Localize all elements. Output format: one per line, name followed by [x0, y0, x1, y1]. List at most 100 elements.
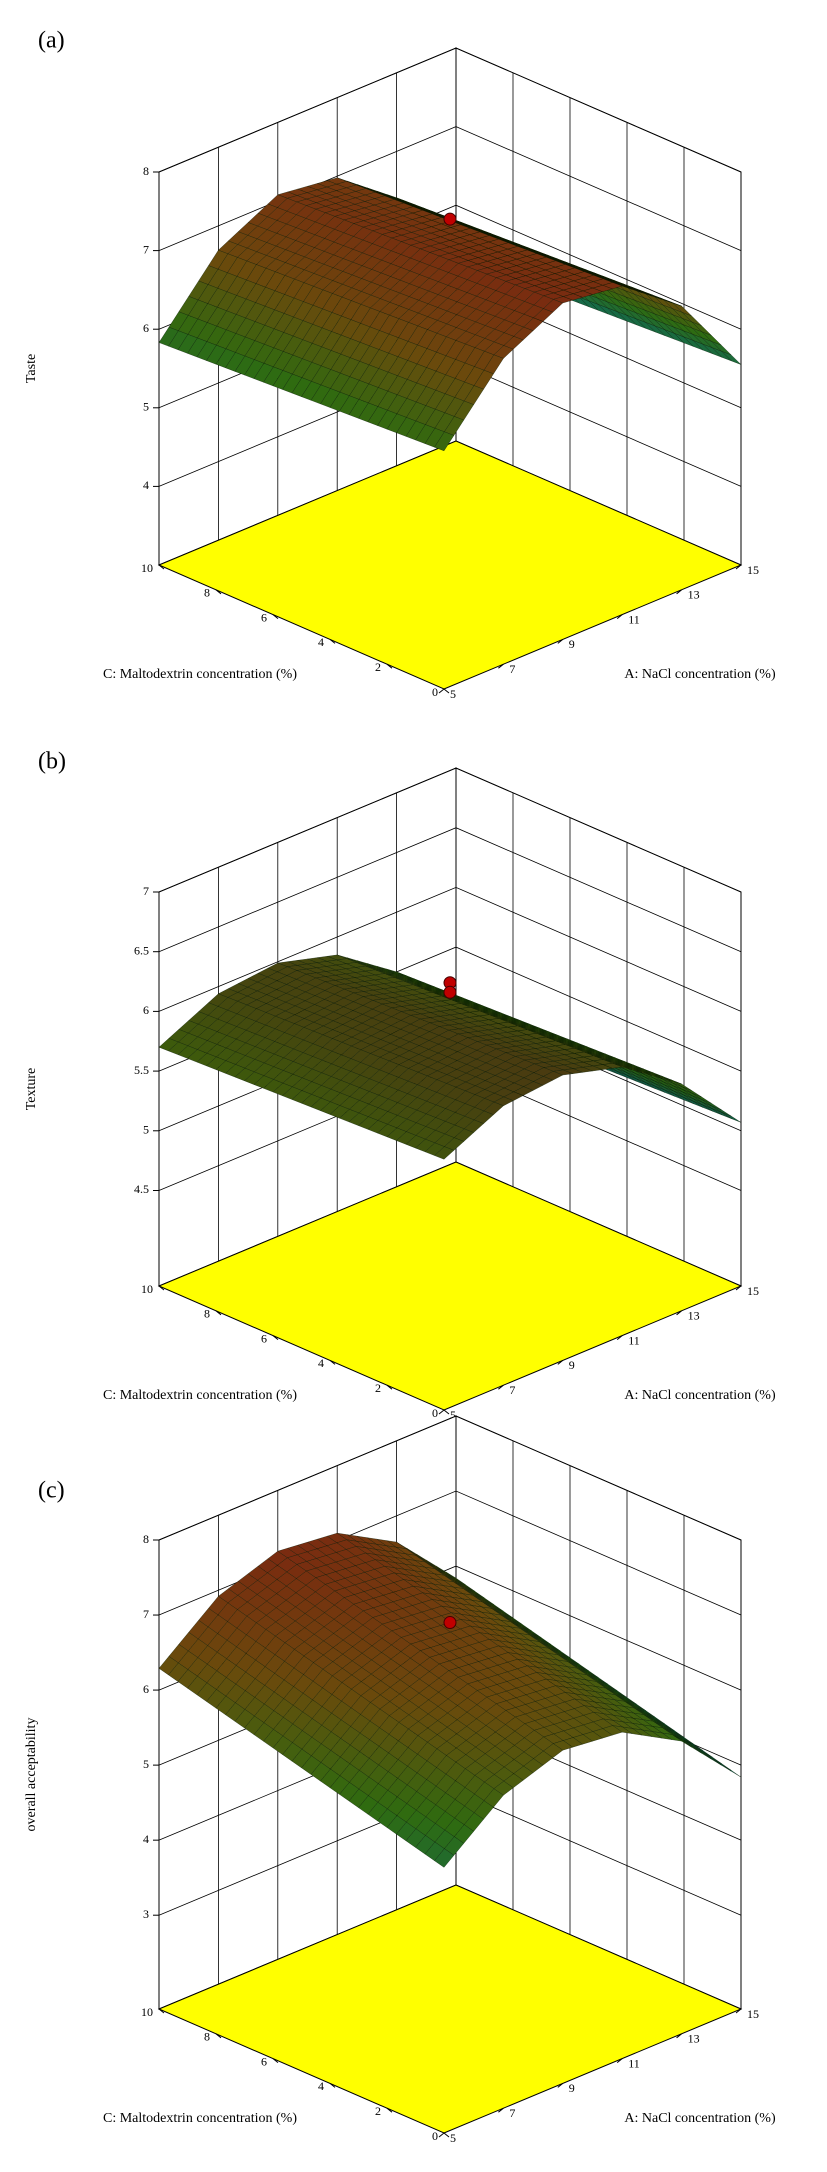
x-tick-label: 15 [747, 2007, 759, 2021]
z-tick-label: 4 [143, 1832, 149, 1846]
y-tick-label: 0 [432, 685, 438, 699]
y-tick [272, 2058, 279, 2063]
z-tick-label: 7 [143, 884, 149, 898]
x-tick [557, 2083, 564, 2088]
x-tick [557, 1360, 564, 1365]
panel-label: (a) [38, 28, 65, 54]
y-tick [215, 2033, 222, 2039]
x-tick-label: 5 [450, 2131, 456, 2145]
z-tick-label: 7 [143, 242, 149, 256]
grid-line [158, 827, 742, 953]
x-tick-label: 5 [450, 1408, 456, 1422]
y-tick [329, 639, 336, 644]
y-tick-label: 4 [318, 2079, 324, 2093]
y-tick-label: 8 [204, 2030, 210, 2044]
x-tick [438, 688, 445, 694]
x-tick-label: 5 [450, 687, 456, 701]
x-tick-label: 13 [688, 588, 700, 602]
x-tick [498, 663, 504, 669]
z-tick-label: 6.5 [134, 943, 149, 957]
x-tick [616, 1335, 623, 1340]
y-tick-label: 2 [375, 660, 381, 674]
y-tick [215, 589, 222, 595]
design-point [443, 985, 457, 999]
grid-line [158, 1415, 742, 1541]
panel: (b) 4.5 5 5.5 6 6.5 7 0 2 4 6 8 10 5 7 9 11 13 15 Texture C:… [24, 749, 776, 1422]
y-tick [443, 2132, 450, 2138]
y-tick [215, 1310, 222, 1316]
x-tick-label: 13 [688, 2032, 700, 2046]
z-tick-label: 8 [143, 164, 149, 178]
x-tick [498, 2107, 504, 2113]
x-tick [735, 1285, 742, 1291]
grid-line [158, 126, 742, 251]
x-tick-label: 7 [509, 2106, 515, 2120]
surface-patch [434, 1146, 455, 1160]
y-tick [272, 1335, 279, 1340]
z-axis-title: Taste [24, 354, 39, 383]
y-axis-title: C: Maltodextrin concentration (%) [103, 2111, 297, 2126]
x-axis-title: A: NaCl concentration (%) [624, 1388, 776, 1403]
x-axis-title: A: NaCl concentration (%) [624, 2111, 776, 2126]
y-tick-label: 10 [141, 561, 153, 575]
x-tick-label: 11 [628, 1333, 640, 1347]
y-tick-label: 6 [261, 610, 267, 624]
x-tick-label: 11 [628, 2056, 640, 2070]
grid-line [158, 767, 742, 893]
design-point [443, 212, 457, 226]
surface-patch [434, 1848, 455, 1868]
y-tick-label: 6 [261, 1331, 267, 1345]
x-tick-label: 9 [569, 1358, 575, 1372]
x-tick [735, 2008, 742, 2014]
y-tick-label: 10 [141, 1282, 153, 1296]
y-tick [329, 2083, 336, 2088]
x-tick-label: 13 [688, 1309, 700, 1323]
y-tick [272, 614, 279, 619]
y-tick [158, 564, 165, 570]
z-tick-label: 4 [143, 478, 149, 492]
x-tick [676, 589, 682, 595]
surface-patch [434, 431, 455, 452]
z-tick-label: 5.5 [134, 1063, 149, 1077]
x-tick-label: 11 [628, 612, 640, 626]
x-tick-label: 15 [747, 563, 759, 577]
y-tick-label: 8 [204, 586, 210, 600]
x-tick [616, 614, 623, 619]
y-tick-label: 8 [204, 1307, 210, 1321]
x-tick [676, 1310, 682, 1316]
x-tick [438, 2132, 445, 2138]
z-tick-label: 3 [143, 1907, 149, 1921]
grid-line [158, 47, 742, 173]
panel: (a) 4 5 6 7 8 0 2 4 6 8 10 5 7 9 11 13 15 Taste C: Maltodex… [24, 28, 776, 701]
x-tick-label: 7 [509, 1383, 515, 1397]
y-tick-label: 4 [318, 1356, 324, 1370]
panel-label: (c) [38, 1478, 65, 1504]
y-tick [158, 1285, 165, 1291]
z-tick-label: 7 [143, 1607, 149, 1621]
z-tick-label: 5 [143, 1757, 149, 1771]
y-tick-label: 0 [432, 2129, 438, 2143]
z-axis-title: Texture [24, 1068, 39, 1111]
y-tick-label: 2 [375, 2104, 381, 2118]
panel: (c) 3 4 5 6 7 8 0 2 4 6 8 10 5 7 9 11 13 15 overall accepta… [24, 1415, 776, 2145]
x-tick [616, 2058, 623, 2063]
x-tick [557, 639, 564, 644]
design-point [443, 1616, 457, 1630]
x-tick [438, 1409, 445, 1415]
x-tick-label: 15 [747, 1284, 759, 1298]
x-tick-label: 9 [569, 637, 575, 651]
x-axis-title: A: NaCl concentration (%) [624, 667, 776, 682]
z-tick-label: 6 [143, 321, 149, 335]
y-tick [443, 688, 450, 694]
floor [157, 1884, 743, 2134]
y-tick [443, 1409, 450, 1415]
z-tick-label: 6 [143, 1682, 149, 1696]
x-tick [498, 1384, 504, 1390]
y-tick [158, 2008, 165, 2014]
y-tick [329, 1360, 336, 1365]
y-tick-label: 0 [432, 1406, 438, 1420]
floor [157, 440, 743, 690]
grid-line [158, 886, 742, 1012]
